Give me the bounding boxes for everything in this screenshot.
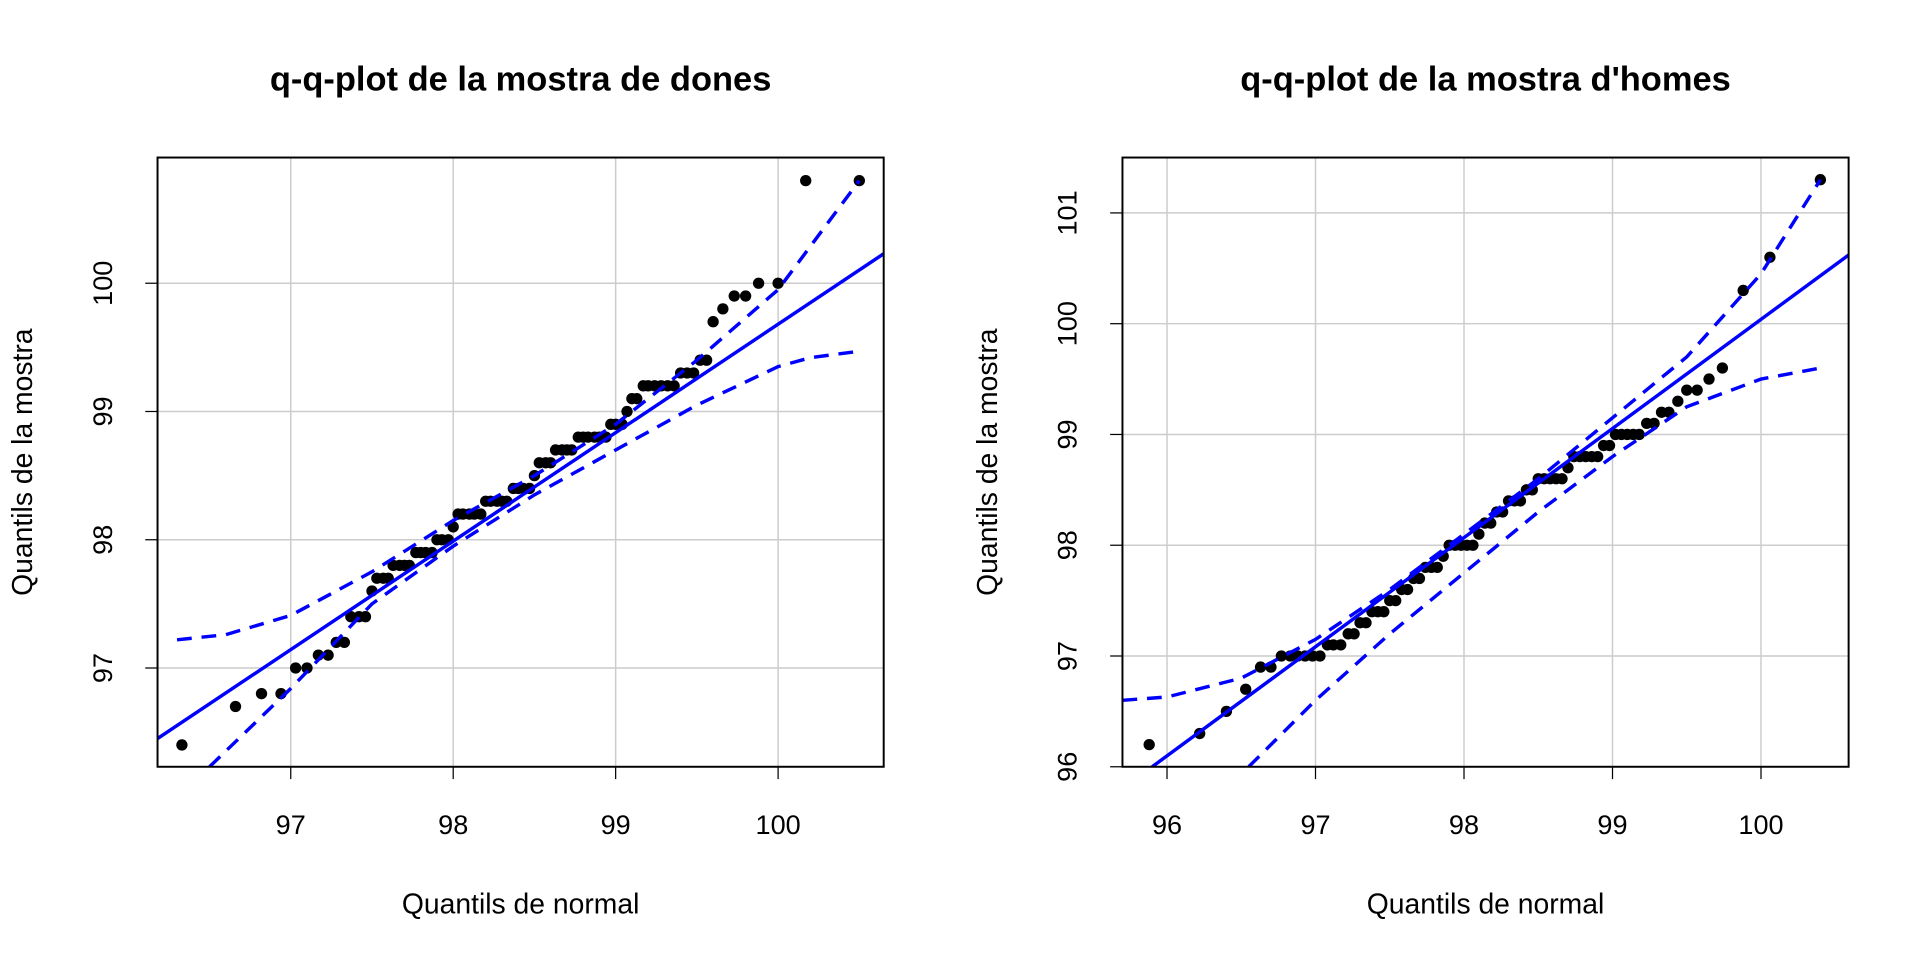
point [1648, 417, 1660, 430]
point [1314, 650, 1326, 662]
point [475, 508, 487, 520]
point [255, 688, 268, 700]
point [1672, 395, 1684, 407]
point [1556, 473, 1568, 485]
x-axis-label: Quantils de normal [402, 887, 639, 919]
confidence-band [1247, 366, 1821, 767]
y-tick-label: 99 [87, 396, 118, 426]
y-tick-label: 100 [87, 261, 118, 306]
point [1473, 528, 1485, 540]
y-tick-label: 96 [1052, 752, 1083, 782]
point [1431, 561, 1443, 574]
chart-title: q-q-plot de la mostra d'homes [1240, 60, 1731, 98]
point [1691, 384, 1703, 396]
point [772, 277, 784, 289]
point [668, 380, 680, 392]
x-tick-label: 97 [1300, 809, 1330, 840]
x-tick-label: 100 [756, 809, 801, 840]
point [1390, 594, 1402, 607]
point [717, 303, 729, 315]
point [1633, 428, 1645, 441]
point [322, 649, 334, 661]
chart-title: q-q-plot de la mostra de dones [270, 60, 772, 98]
point [687, 367, 700, 379]
point [1348, 628, 1360, 640]
y-axis-label: Quantils de la mostra [6, 328, 38, 596]
x-tick-label: 97 [276, 809, 306, 840]
x-axis-label: Quantils de normal [1367, 887, 1605, 919]
reference-line [157, 252, 884, 740]
y-tick-label: 99 [1052, 419, 1083, 449]
point [853, 174, 865, 187]
point [631, 393, 643, 405]
point [338, 636, 351, 649]
point [728, 290, 740, 302]
panel: q-q-plot de la mostra de dones Quantils d… [6, 60, 885, 919]
point [1703, 373, 1715, 385]
confidence-band [208, 349, 860, 767]
plot-frame [156, 156, 885, 768]
point [566, 444, 578, 456]
confidence-band [1122, 178, 1822, 703]
point [1143, 738, 1155, 751]
x-tick-label: 99 [601, 809, 631, 840]
point [1401, 583, 1414, 596]
x-tick-label: 100 [1738, 809, 1783, 840]
point [1378, 606, 1390, 618]
y-tick-label: 98 [87, 525, 118, 555]
reference-line [1151, 253, 1849, 767]
x-tick-label: 96 [1152, 809, 1182, 840]
y-tick-label: 101 [1052, 190, 1083, 235]
point [1716, 362, 1729, 374]
point [176, 739, 188, 751]
point [1737, 284, 1749, 297]
point [1335, 639, 1347, 651]
point [1591, 450, 1604, 463]
point [800, 174, 812, 187]
point [229, 700, 242, 713]
y-tick-label: 98 [1052, 530, 1083, 560]
panel: q-q-plot de la mostra d'homes Quantils de… [971, 60, 1850, 919]
point [700, 354, 713, 366]
point [1254, 661, 1267, 673]
point [1240, 683, 1252, 695]
point [752, 277, 765, 289]
point [1413, 572, 1426, 585]
plot-area [157, 174, 884, 767]
confidence-band [176, 179, 861, 642]
point [739, 290, 752, 302]
point [359, 611, 372, 623]
point [1603, 439, 1616, 452]
plot-area [1122, 174, 1849, 767]
point [1275, 650, 1288, 662]
y-tick-label: 97 [1052, 641, 1083, 671]
point [1681, 384, 1693, 396]
y-tick-label: 100 [1052, 301, 1083, 346]
y-tick-label: 97 [87, 653, 118, 683]
y-axis-label: Quantils de la mostra [971, 328, 1003, 596]
plot-frame [1121, 156, 1850, 768]
point [301, 662, 313, 674]
point [1467, 539, 1479, 551]
point [621, 405, 633, 418]
x-tick-label: 99 [1597, 809, 1627, 840]
point [289, 662, 302, 674]
point [545, 457, 557, 469]
point [345, 611, 357, 623]
point [707, 316, 719, 328]
x-tick-label: 98 [438, 809, 468, 840]
x-tick-label: 98 [1449, 809, 1479, 840]
point [1360, 617, 1372, 629]
